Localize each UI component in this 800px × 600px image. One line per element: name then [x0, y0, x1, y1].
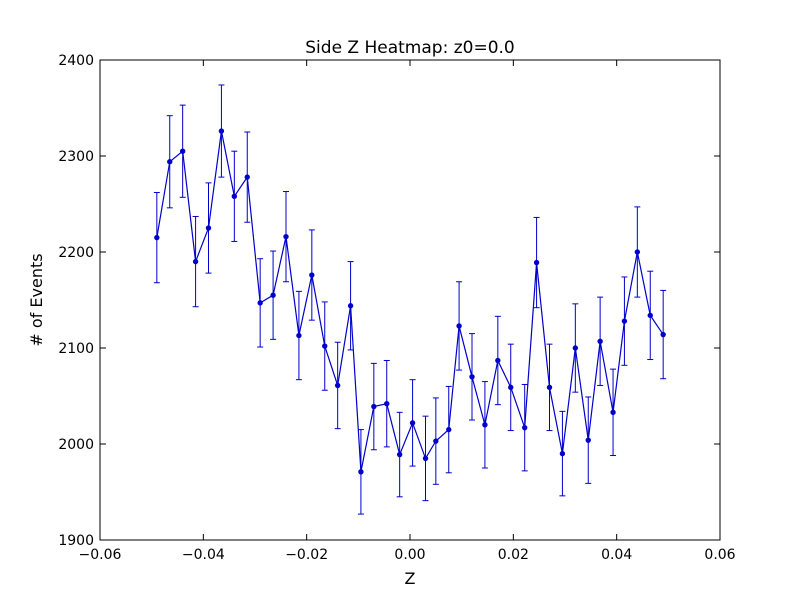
data-point	[396, 451, 403, 458]
data-point	[572, 345, 579, 351]
data-point	[469, 374, 475, 380]
data-point	[508, 384, 514, 391]
data-point	[384, 400, 390, 407]
x-tick-label: 0.04	[601, 547, 632, 563]
data-point	[456, 323, 462, 329]
data-point	[546, 384, 553, 391]
data-point	[446, 426, 452, 433]
data-point	[433, 438, 439, 444]
x-axis-label: Z	[405, 569, 416, 588]
data-point	[660, 331, 666, 338]
data-point	[334, 382, 341, 389]
y-tick-label: 2400	[58, 53, 94, 69]
data-point	[283, 233, 289, 240]
plot-area	[153, 84, 667, 515]
chart-title: Side Z Heatmap: z0=0.0	[305, 38, 514, 58]
data-point	[154, 234, 160, 241]
data-point	[522, 424, 528, 431]
data-point	[495, 357, 501, 364]
data-point	[634, 249, 641, 255]
data-point	[610, 409, 616, 416]
data-point	[647, 312, 653, 319]
data-point	[205, 225, 212, 231]
data-point	[371, 403, 377, 410]
y-tick-label: 2200	[58, 245, 94, 261]
data-point	[559, 450, 566, 457]
data-point	[322, 343, 328, 349]
data-point	[533, 259, 540, 266]
series-line	[156, 130, 664, 472]
data-point	[231, 193, 238, 200]
data-point	[244, 174, 250, 180]
x-tick-label: 0.00	[394, 547, 425, 563]
y-tick-label: 1900	[58, 533, 94, 549]
x-tick-label: 0.06	[704, 547, 735, 563]
x-tick-label: −0.06	[79, 547, 122, 563]
data-point	[309, 272, 315, 278]
data-point	[358, 469, 364, 475]
data-point	[257, 300, 263, 306]
data-point	[347, 303, 354, 309]
data-point	[270, 292, 276, 298]
y-tick-label: 2300	[58, 149, 94, 165]
axis-ticks: −0.06 −0.04 −0.02 0.00 0.02 0.04 0.06 1900 2000 2…	[58, 53, 735, 563]
plot-frame	[99, 59, 721, 541]
y-tick-label: 2000	[58, 437, 94, 453]
data-point	[621, 318, 628, 324]
data-point	[179, 148, 186, 154]
data-point	[422, 455, 429, 462]
y-tick-label: 2100	[58, 341, 94, 357]
x-tick-label: −0.04	[182, 547, 225, 563]
data-point	[296, 332, 302, 339]
data-point	[192, 258, 199, 265]
y-axis-label: # of Events	[27, 253, 46, 346]
x-tick-label: −0.02	[285, 547, 328, 563]
data-point	[409, 420, 416, 426]
data-point	[597, 338, 603, 344]
data-point	[167, 159, 173, 165]
data-point	[218, 128, 225, 134]
data-point	[482, 422, 488, 428]
x-tick-label: 0.02	[498, 547, 529, 563]
data-point	[585, 437, 591, 443]
